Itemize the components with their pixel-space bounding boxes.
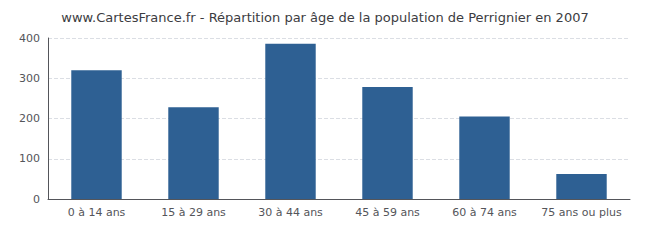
- svg-text:30 à 44 ans: 30 à 44 ans: [258, 206, 323, 219]
- svg-text:100: 100: [19, 152, 40, 165]
- svg-text:www.CartesFrance.fr - Répartit: www.CartesFrance.fr - Répartition par âg…: [61, 10, 588, 25]
- svg-text:300: 300: [19, 72, 40, 85]
- svg-text:45 à 59 ans: 45 à 59 ans: [355, 206, 420, 219]
- svg-text:0: 0: [33, 193, 40, 206]
- svg-text:0 à 14 ans: 0 à 14 ans: [68, 206, 126, 219]
- svg-text:400: 400: [19, 32, 40, 45]
- svg-text:15 à 29 ans: 15 à 29 ans: [161, 206, 226, 219]
- svg-text:60 à 74 ans: 60 à 74 ans: [452, 206, 517, 219]
- svg-text:75 ans ou plus: 75 ans ou plus: [541, 206, 622, 219]
- svg-text:200: 200: [19, 112, 40, 125]
